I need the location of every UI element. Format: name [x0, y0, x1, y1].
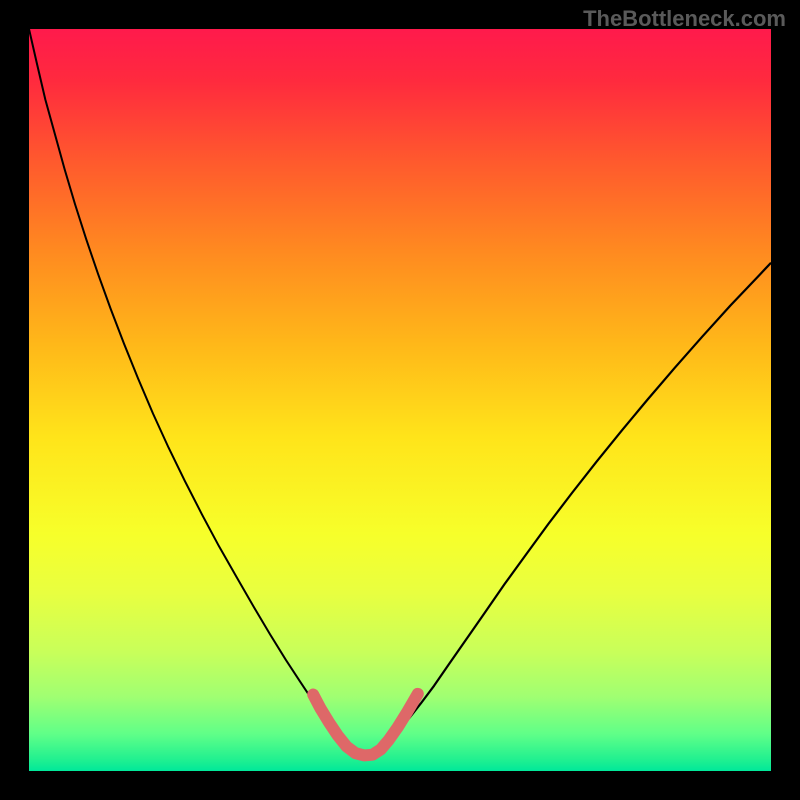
gradient-background: [29, 29, 771, 771]
chart-svg: [29, 29, 771, 771]
plot-area: [29, 29, 771, 771]
watermark-text: TheBottleneck.com: [583, 6, 786, 32]
